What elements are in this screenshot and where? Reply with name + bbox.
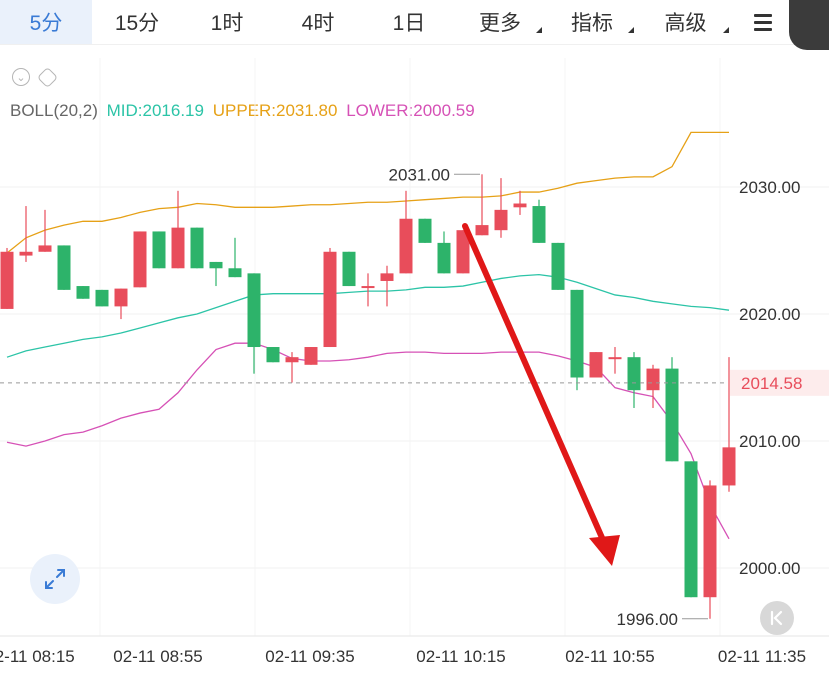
boll-upper: UPPER:2031.80 [212, 101, 338, 120]
time-tick-label: 02-11 10:55 [565, 647, 654, 666]
candle[interactable] [133, 231, 147, 288]
candle[interactable] [285, 352, 299, 383]
tab-label: 5分 [29, 12, 63, 35]
tab-4[interactable]: 1日 [364, 0, 454, 44]
candle[interactable] [304, 347, 318, 365]
boll-upper-line [6, 131, 729, 254]
candle[interactable] [703, 480, 717, 619]
candle[interactable] [722, 357, 736, 492]
high-marker-label: 2031.00 [389, 165, 450, 184]
candle[interactable] [190, 227, 204, 269]
tab-0[interactable]: 5分 [0, 0, 92, 44]
candle[interactable] [19, 206, 33, 262]
screen-corner [789, 0, 829, 50]
tab-2[interactable]: 1时 [182, 0, 272, 44]
dropdown-caret-icon [723, 27, 729, 33]
tab-label: 高级 [664, 12, 707, 35]
dropdown-caret-icon [536, 27, 542, 33]
tab-label: 4时 [301, 12, 335, 35]
collapse-button[interactable] [760, 601, 794, 635]
price-tick-label: 2010.00 [739, 432, 800, 451]
trend-arrow [462, 223, 620, 566]
candle[interactable] [589, 352, 603, 378]
candle[interactable] [76, 286, 90, 299]
candle[interactable] [494, 178, 508, 238]
tab-label: 指标 [571, 12, 613, 35]
candle[interactable] [114, 288, 128, 320]
candle[interactable] [266, 347, 280, 363]
candle[interactable] [437, 231, 451, 274]
candle[interactable] [399, 190, 413, 274]
candle[interactable] [380, 265, 394, 307]
dropdown-caret-icon [628, 27, 634, 33]
candle[interactable] [627, 352, 641, 408]
tab-6[interactable]: 指标 [546, 0, 638, 44]
tab-label: 15分 [114, 12, 160, 35]
candle[interactable] [361, 273, 375, 307]
candle[interactable] [513, 190, 527, 215]
tab-3[interactable]: 4时 [272, 0, 364, 44]
candle[interactable] [551, 242, 565, 290]
time-tick-label: 02-11 10:15 [416, 647, 505, 666]
current-price-badge [730, 369, 829, 396]
candle[interactable] [247, 273, 261, 374]
candle[interactable] [323, 247, 337, 348]
boll-legend: BOLL(20,2) MID:2016.19 UPPER:2031.80 LOW… [10, 101, 479, 121]
time-tick-label: 02-11 08:15 [0, 647, 75, 666]
candle[interactable] [570, 289, 584, 391]
candle[interactable] [608, 347, 622, 374]
candle[interactable] [171, 190, 185, 269]
time-tick-label: 02-11 09:35 [265, 647, 354, 666]
candle[interactable] [342, 251, 356, 287]
period-tab-bar: 5分 15分 1时 4时 1日 更多 指标 高级 [0, 0, 829, 45]
tab-5[interactable]: 更多 [454, 0, 546, 44]
chevron-down-icon[interactable]: ⌄ [12, 68, 30, 86]
candle[interactable] [152, 231, 166, 269]
price-tick-label: 2030.00 [739, 178, 800, 197]
candle[interactable] [95, 289, 109, 307]
boll-mid: MID:2016.19 [106, 101, 204, 120]
candle[interactable] [532, 199, 546, 243]
expand-icon [45, 569, 65, 589]
candle[interactable] [209, 261, 223, 287]
time-tick-label: 02-11 08:55 [113, 647, 202, 666]
tab-label: 1时 [210, 12, 244, 35]
tab-label: 更多 [479, 12, 521, 35]
boll-name: BOLL(20,2) [10, 101, 98, 120]
candle[interactable] [475, 174, 489, 236]
boll-lower-line [6, 342, 730, 540]
candle[interactable] [418, 218, 432, 243]
time-tick-label: 02-11 11:35 [718, 647, 806, 666]
tab-label: 1日 [392, 12, 426, 35]
candle[interactable] [646, 364, 660, 408]
tab-1[interactable]: 15分 [92, 0, 182, 44]
collapse-icon [770, 610, 783, 626]
tab-7[interactable]: 高级 [638, 0, 733, 44]
low-marker-label: 1996.00 [617, 610, 678, 629]
candle[interactable] [38, 209, 52, 252]
price-tick-label: 2000.00 [739, 559, 800, 578]
price-tick-label: 2020.00 [739, 305, 800, 324]
expand-button[interactable] [30, 554, 80, 604]
menu-icon[interactable] [741, 0, 785, 44]
candle[interactable] [456, 230, 470, 274]
candle[interactable] [0, 247, 14, 309]
indicator-tools: ⌄ [12, 66, 59, 89]
candle[interactable] [57, 245, 71, 290]
candle[interactable] [684, 461, 698, 598]
current-price-label: 2014.58 [741, 374, 802, 393]
candle[interactable] [665, 357, 679, 462]
candle[interactable] [228, 237, 242, 278]
